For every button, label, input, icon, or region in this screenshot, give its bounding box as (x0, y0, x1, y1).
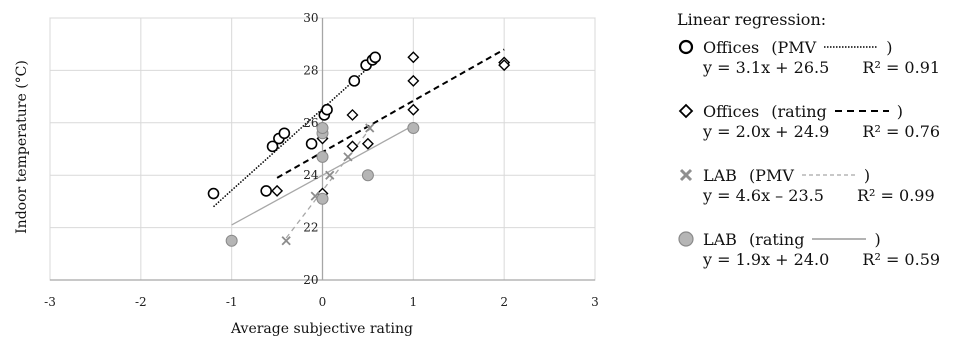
data-point (407, 74, 420, 87)
x-tick-label: 1 (410, 295, 418, 309)
legend-method: (rating (771, 101, 827, 121)
data-point (278, 127, 291, 140)
x-tick-label: -2 (135, 295, 147, 309)
data-point (260, 185, 272, 197)
data-point (361, 169, 374, 182)
tick-labels: -3 -2 -1 0 1 2 3 20 22 24 26 28 30 (44, 11, 599, 309)
regression-line (231, 124, 414, 226)
x-tick-label: 0 (319, 295, 327, 309)
legend-equation: y = 3.1x + 26.5 (703, 58, 830, 77)
legend-series-name: Offices (703, 101, 760, 121)
y-axis-label: Indoor temperature (°C) (14, 60, 30, 234)
legend-series-name: LAB (703, 229, 737, 249)
legend-r2: R² = 0.99 (856, 186, 935, 205)
diamond-icon (678, 103, 694, 119)
data-points (207, 51, 511, 247)
legend-entry-offices-pmv: Offices (PMV ) y = 3.1x + 26.5 R² = 0.91 (677, 36, 977, 80)
data-point (316, 192, 329, 205)
data-point (325, 170, 335, 180)
legend-title: Linear regression: (677, 10, 827, 29)
regression-line (276, 48, 505, 179)
regression-line (285, 125, 373, 239)
x-marker-icon (679, 168, 693, 182)
data-point (316, 150, 329, 163)
data-point (407, 51, 420, 64)
legend-equation: y = 4.6x – 23.5 (703, 186, 824, 205)
legend-close-paren: ) (896, 101, 904, 121)
data-point (348, 75, 361, 87)
filled-circle-icon (678, 231, 694, 247)
dotted-line-icon (824, 46, 879, 48)
legend-equation: y = 1.9x + 24.0 (703, 250, 830, 269)
data-point (281, 236, 291, 246)
legend-r2: R² = 0.59 (862, 250, 941, 269)
scatter-chart: -3 -2 -1 0 1 2 3 20 22 24 26 28 30 Average subjectiv… (14, 11, 599, 337)
data-point (225, 234, 238, 247)
data-point (207, 187, 220, 200)
open-circle-icon (678, 39, 694, 55)
data-point (361, 137, 374, 150)
data-point (365, 123, 375, 133)
y-tick-label: 20 (303, 273, 318, 287)
legend-series-name: LAB (703, 165, 737, 185)
legend-entry-offices-rating: Offices (rating ) y = 2.0x + 24.9 R² = 0… (677, 100, 977, 144)
data-point (305, 137, 318, 150)
data-point (346, 140, 359, 153)
x-tick-label: 2 (500, 295, 508, 309)
data-point (271, 184, 284, 197)
data-point (343, 152, 353, 162)
x-tick-label: 3 (591, 295, 599, 309)
legend-entry-lab-rating: LAB (rating ) y = 1.9x + 24.0 R² = 0.59 (677, 228, 977, 272)
legend: Linear regression: Offices (PMV ) y = 3.… (677, 10, 977, 272)
legend-r2: R² = 0.91 (862, 58, 941, 77)
y-tick-label: 26 (303, 116, 318, 130)
legend-equation: y = 2.0x + 24.9 (703, 122, 830, 141)
data-point (266, 140, 279, 153)
legend-close-paren: ) (886, 37, 893, 57)
y-tick-label: 30 (303, 11, 318, 25)
legend-close-paren: ) (874, 229, 881, 249)
data-point (369, 51, 381, 64)
legend-method: (PMV (748, 165, 794, 185)
x-tick-label: -1 (226, 295, 238, 309)
dashed-line-icon (834, 110, 889, 112)
gray-dashed-line-icon (801, 174, 856, 176)
legend-close-paren: ) (863, 165, 871, 185)
data-point (407, 122, 420, 135)
y-tick-label: 24 (303, 168, 319, 182)
y-tick-label: 28 (303, 63, 318, 77)
y-tick-label: 22 (303, 221, 318, 235)
x-axis-label: Average subjective rating (230, 321, 413, 337)
x-tick-label: -3 (44, 295, 56, 309)
solid-line-icon (812, 238, 867, 240)
data-point (498, 59, 511, 72)
legend-entry-lab-pmv: LAB (PMV ) y = 4.6x – 23.5 R² = 0.99 (677, 164, 977, 208)
legend-method: (PMV (771, 37, 817, 57)
legend-r2: R² = 0.76 (862, 122, 941, 141)
axes (50, 18, 595, 281)
data-point (346, 108, 359, 121)
legend-method: (rating (748, 229, 805, 249)
data-point (321, 103, 333, 116)
data-point (407, 103, 420, 116)
data-point (316, 122, 329, 135)
legend-series-name: Offices (703, 37, 760, 57)
